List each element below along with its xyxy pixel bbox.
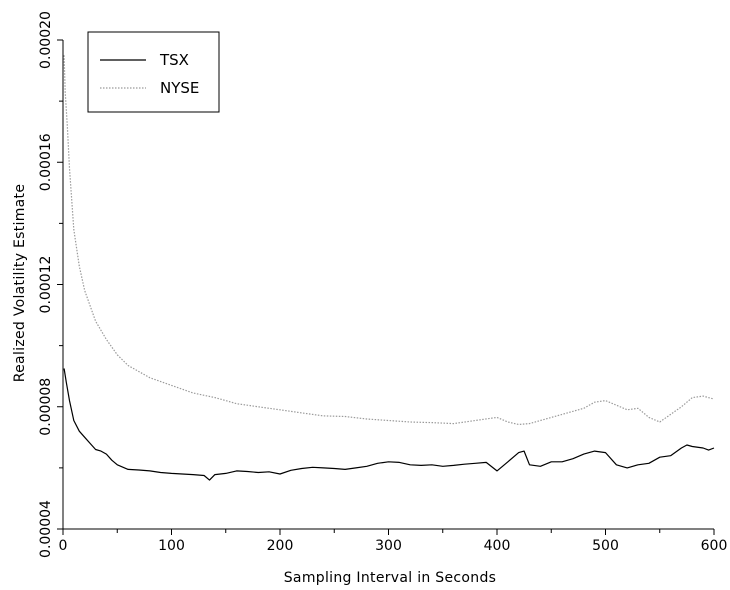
y-axis-ticks: 0.00004 0.00008 0.00012 0.00016 0.00020 bbox=[38, 11, 63, 558]
series-line-nyse bbox=[63, 55, 715, 426]
x-tick-label: 500 bbox=[592, 538, 619, 554]
y-tick-label: 0.00020 bbox=[38, 11, 54, 69]
series-line-tsx bbox=[63, 368, 715, 481]
x-axis-ticks: 0 100 200 300 400 500 600 bbox=[59, 529, 728, 554]
x-axis-title: Sampling Interval in Seconds bbox=[284, 570, 496, 586]
x-tick-label: 100 bbox=[158, 538, 185, 554]
x-tick-label: 0 bbox=[59, 538, 68, 554]
plot-frame bbox=[62, 40, 714, 530]
x-tick-label: 400 bbox=[484, 538, 511, 554]
x-tick-label: 200 bbox=[267, 538, 294, 554]
y-tick-label: 0.00016 bbox=[38, 133, 54, 191]
legend-box bbox=[87, 31, 220, 113]
y-tick-label: 0.00008 bbox=[38, 378, 54, 436]
y-axis-title: Realized Volatility Estimate bbox=[12, 184, 28, 383]
x-tick-label: 300 bbox=[375, 538, 402, 554]
x-tick-label: 600 bbox=[701, 538, 728, 554]
series-layer bbox=[63, 55, 715, 481]
legend: TSX NYSE bbox=[87, 31, 220, 113]
legend-label-nyse: NYSE bbox=[160, 79, 199, 97]
y-tick-label: 0.00004 bbox=[38, 500, 54, 558]
legend-label-tsx: TSX bbox=[159, 51, 189, 69]
y-tick-label: 0.00012 bbox=[38, 256, 54, 314]
